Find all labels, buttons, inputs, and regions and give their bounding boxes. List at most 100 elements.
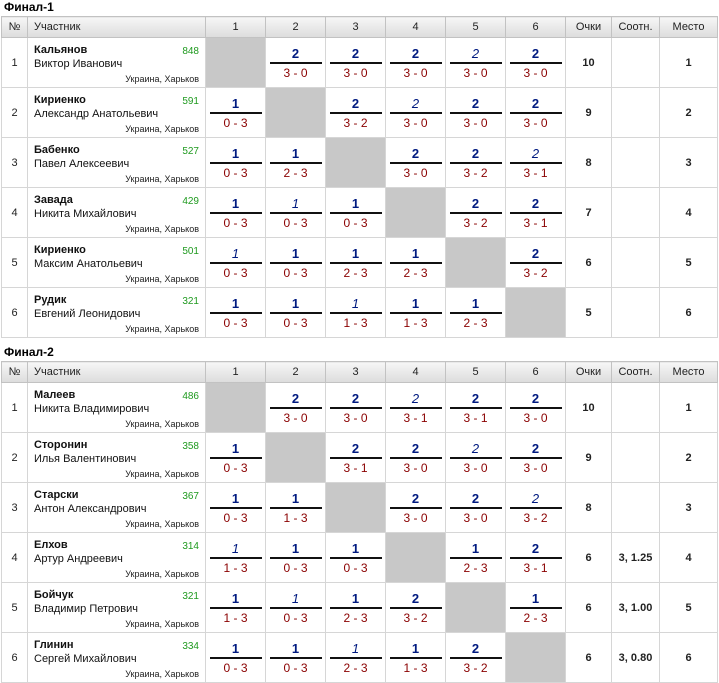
- game-result[interactable]: 1 2 - 3: [325, 582, 386, 633]
- player-last-name[interactable]: Бабенко: [34, 144, 80, 156]
- player-last-name[interactable]: Кальянов: [34, 44, 88, 56]
- game-result[interactable]: 1 2 - 3: [385, 237, 446, 288]
- game-result[interactable]: 1 1 - 3: [265, 482, 326, 533]
- game-result[interactable]: 2 3 - 0: [505, 432, 566, 483]
- game-result[interactable]: 1 0 - 3: [205, 187, 266, 238]
- game-result[interactable]: 1 1 - 3: [205, 582, 266, 633]
- result-divider: [269, 656, 322, 659]
- player-row: 3 Бабенко Павел Алексеевич 527 Украина, Харь…: [1, 137, 718, 188]
- game-result[interactable]: 2 3 - 0: [385, 432, 446, 483]
- game-result[interactable]: 2 3 - 0: [265, 382, 326, 433]
- player-last-name[interactable]: Бойчук: [34, 589, 74, 601]
- game-result[interactable]: 1 2 - 3: [325, 632, 386, 683]
- self-cell: [505, 632, 566, 683]
- game-result[interactable]: 2 3 - 2: [445, 187, 506, 238]
- game-result[interactable]: 1 0 - 3: [325, 187, 386, 238]
- game-result[interactable]: 1 1 - 3: [325, 287, 386, 338]
- player-last-name[interactable]: Кириенко: [34, 94, 86, 106]
- game-result[interactable]: 1 2 - 3: [505, 582, 566, 633]
- game-result-inner: 2 3 - 2: [329, 95, 382, 131]
- game-result[interactable]: 2 3 - 0: [505, 87, 566, 138]
- game-result[interactable]: 1 2 - 3: [265, 137, 326, 188]
- game-result[interactable]: 1 2 - 3: [445, 532, 506, 583]
- game-result[interactable]: 2 3 - 1: [385, 382, 446, 433]
- game-result[interactable]: 1 0 - 3: [265, 237, 326, 288]
- game-result[interactable]: 2 3 - 0: [445, 87, 506, 138]
- game-result-inner: 2 3 - 0: [389, 440, 442, 476]
- self-cell: [385, 187, 446, 238]
- game-result[interactable]: 2 3 - 2: [385, 582, 446, 633]
- game-result[interactable]: 1 0 - 3: [205, 482, 266, 533]
- game-result[interactable]: 1 1 - 3: [205, 532, 266, 583]
- player-row: 1 Кальянов Виктор Иванович 848 Украина, Харь…: [1, 37, 718, 88]
- game-points: 2: [411, 590, 420, 606]
- player-city: Украина, Харьков: [125, 74, 199, 84]
- player-rating: 501: [182, 246, 199, 257]
- header-player: Участник: [27, 361, 206, 383]
- player-last-name[interactable]: Завада: [34, 194, 73, 206]
- game-result[interactable]: 2 3 - 0: [385, 482, 446, 533]
- game-result[interactable]: 2 3 - 0: [385, 37, 446, 88]
- game-result[interactable]: 2 3 - 0: [505, 37, 566, 88]
- game-result[interactable]: 1 0 - 3: [205, 432, 266, 483]
- game-result[interactable]: 1 0 - 3: [265, 287, 326, 338]
- game-result[interactable]: 2 3 - 0: [265, 37, 326, 88]
- player-row: 5 Бойчук Владимир Петрович 321 Украина, Харь…: [1, 582, 718, 633]
- game-result[interactable]: 2 3 - 0: [325, 37, 386, 88]
- game-result[interactable]: 2 3 - 1: [325, 432, 386, 483]
- game-result[interactable]: 1 1 - 3: [385, 287, 446, 338]
- game-score: 0 - 3: [223, 660, 248, 675]
- game-result[interactable]: 1 0 - 3: [325, 532, 386, 583]
- game-result[interactable]: 1 2 - 3: [325, 237, 386, 288]
- game-points: 2: [411, 440, 420, 456]
- game-result[interactable]: 1 0 - 3: [265, 187, 326, 238]
- player-last-name[interactable]: Сторонин: [34, 439, 88, 451]
- game-points: 2: [471, 390, 480, 406]
- game-result[interactable]: 2 3 - 2: [505, 482, 566, 533]
- game-result[interactable]: 2 3 - 0: [445, 482, 506, 533]
- player-last-name[interactable]: Елхов: [34, 539, 68, 551]
- player-last-name[interactable]: Старски: [34, 489, 79, 501]
- game-result[interactable]: 1 0 - 3: [205, 632, 266, 683]
- game-result[interactable]: 1 0 - 3: [265, 532, 326, 583]
- game-result-inner: 2 3 - 2: [509, 490, 562, 526]
- game-result[interactable]: 2 3 - 1: [445, 382, 506, 433]
- game-result[interactable]: 1 0 - 3: [265, 582, 326, 633]
- game-result[interactable]: 1 0 - 3: [265, 632, 326, 683]
- game-result[interactable]: 2 3 - 1: [505, 187, 566, 238]
- game-result[interactable]: 1 0 - 3: [205, 237, 266, 288]
- player-last-name[interactable]: Малеев: [34, 389, 76, 401]
- game-result[interactable]: 2 3 - 0: [385, 137, 446, 188]
- player-city: Украина, Харьков: [125, 324, 199, 334]
- game-result[interactable]: 1 0 - 3: [205, 87, 266, 138]
- game-score: 1 - 3: [343, 315, 368, 330]
- game-points: 1: [231, 245, 240, 261]
- header-round: 1: [205, 16, 266, 38]
- game-result[interactable]: 1 1 - 3: [385, 632, 446, 683]
- game-result[interactable]: 2 3 - 2: [505, 237, 566, 288]
- game-result[interactable]: 2 3 - 0: [325, 382, 386, 433]
- result-divider: [269, 406, 322, 409]
- game-result[interactable]: 1 0 - 3: [205, 137, 266, 188]
- game-result[interactable]: 2 3 - 2: [325, 87, 386, 138]
- game-result[interactable]: 2 3 - 0: [505, 382, 566, 433]
- game-result[interactable]: 2 3 - 0: [385, 87, 446, 138]
- player-last-name[interactable]: Глинин: [34, 639, 74, 651]
- player-last-name[interactable]: Рудик: [34, 294, 67, 306]
- game-result[interactable]: 1 2 - 3: [445, 287, 506, 338]
- game-score: 2 - 3: [403, 265, 428, 280]
- player-last-name[interactable]: Кириенко: [34, 244, 86, 256]
- game-result[interactable]: 2 3 - 0: [445, 432, 506, 483]
- game-result[interactable]: 2 3 - 1: [505, 137, 566, 188]
- game-points: 1: [291, 590, 300, 606]
- game-result[interactable]: 2 3 - 1: [505, 532, 566, 583]
- game-points: 1: [231, 145, 240, 161]
- result-divider: [209, 556, 262, 559]
- game-points: 2: [531, 540, 540, 556]
- game-result[interactable]: 2 3 - 0: [445, 37, 506, 88]
- game-result[interactable]: 2 3 - 2: [445, 137, 506, 188]
- game-result-inner: 2 3 - 0: [449, 45, 502, 81]
- game-result-inner: 1 0 - 3: [209, 245, 262, 281]
- game-result[interactable]: 2 3 - 2: [445, 632, 506, 683]
- game-result[interactable]: 1 0 - 3: [205, 287, 266, 338]
